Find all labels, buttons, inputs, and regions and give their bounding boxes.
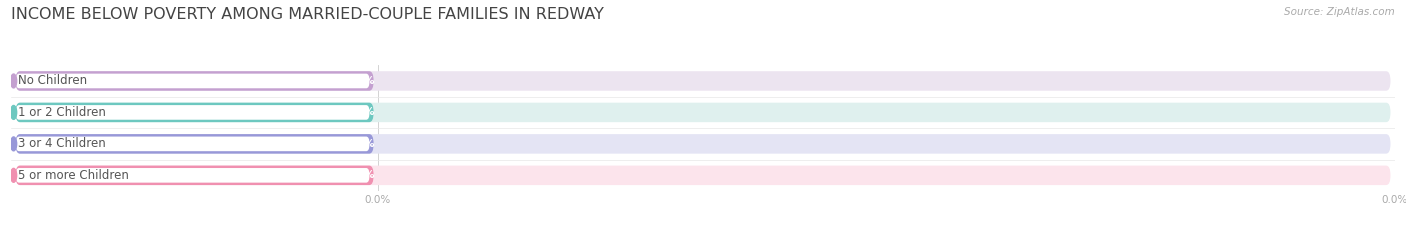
FancyBboxPatch shape	[15, 71, 1391, 91]
FancyBboxPatch shape	[15, 103, 374, 122]
FancyBboxPatch shape	[15, 134, 1391, 154]
FancyBboxPatch shape	[15, 168, 370, 183]
Text: 0.0%: 0.0%	[344, 107, 375, 117]
Text: 1 or 2 Children: 1 or 2 Children	[18, 106, 107, 119]
FancyBboxPatch shape	[15, 71, 374, 91]
FancyBboxPatch shape	[15, 103, 1391, 122]
FancyBboxPatch shape	[15, 74, 370, 88]
FancyBboxPatch shape	[15, 134, 374, 154]
Circle shape	[11, 137, 17, 151]
Text: 0.0%: 0.0%	[344, 139, 375, 149]
FancyBboxPatch shape	[15, 166, 1391, 185]
Text: 3 or 4 Children: 3 or 4 Children	[18, 137, 105, 150]
FancyBboxPatch shape	[15, 137, 370, 151]
Text: INCOME BELOW POVERTY AMONG MARRIED-COUPLE FAMILIES IN REDWAY: INCOME BELOW POVERTY AMONG MARRIED-COUPL…	[11, 7, 605, 22]
Circle shape	[11, 168, 17, 182]
Circle shape	[11, 106, 17, 119]
Text: 0.0%: 0.0%	[344, 170, 375, 180]
Text: No Children: No Children	[18, 75, 87, 87]
Circle shape	[11, 74, 17, 88]
FancyBboxPatch shape	[15, 105, 370, 120]
Text: 5 or more Children: 5 or more Children	[18, 169, 129, 182]
Text: Source: ZipAtlas.com: Source: ZipAtlas.com	[1284, 7, 1395, 17]
FancyBboxPatch shape	[15, 166, 374, 185]
Text: 0.0%: 0.0%	[344, 76, 375, 86]
